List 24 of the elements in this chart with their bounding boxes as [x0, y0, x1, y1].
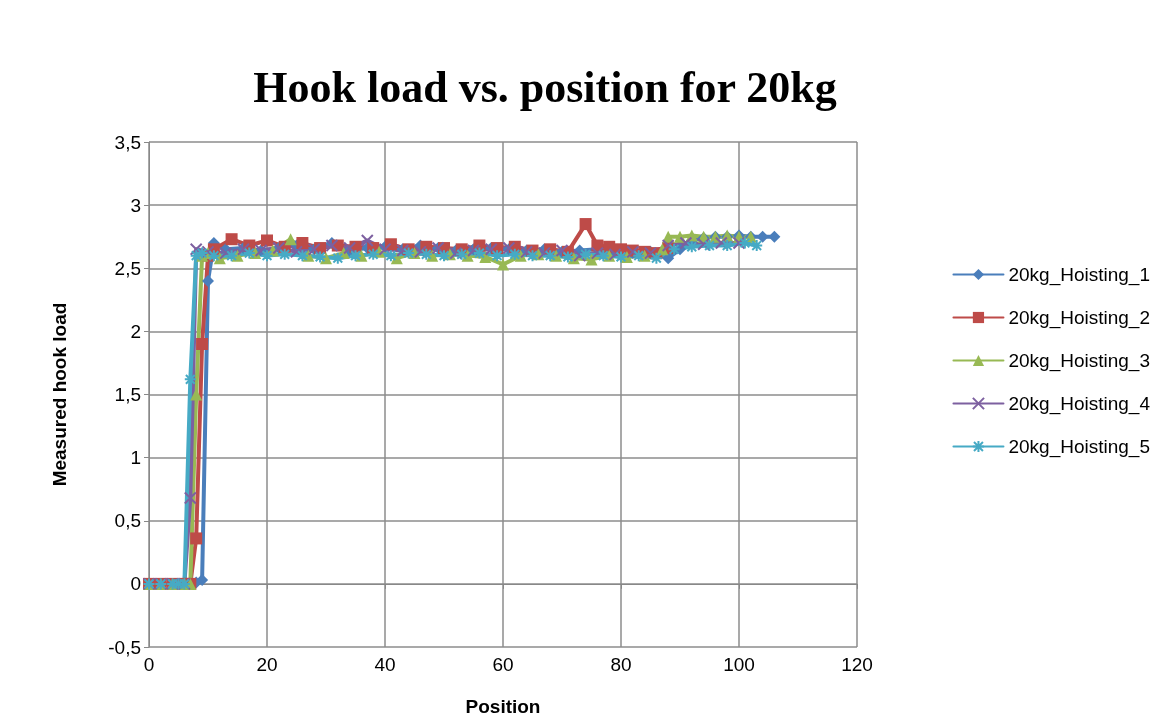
legend-label: 20kg_Hoisting_5 — [1008, 436, 1150, 458]
legend-label: 20kg_Hoisting_1 — [1008, 264, 1150, 286]
y-tick-label: 0,5 — [114, 510, 141, 532]
y-tick-label: 2,5 — [114, 257, 141, 279]
y-axis-title: Measured hook load — [49, 302, 70, 487]
legend-label: 20kg_Hoisting_3 — [1008, 350, 1150, 372]
x-axis-title: Position — [465, 696, 541, 717]
y-tick-label: -0,5 — [108, 636, 141, 658]
x-tick-label: 40 — [374, 654, 396, 675]
x-tick-label: 80 — [610, 654, 632, 675]
x-tick-label: 120 — [841, 654, 873, 675]
x-tick-label: 100 — [723, 654, 755, 675]
y-tick-label: 0 — [130, 573, 141, 595]
y-tick-label: 3 — [130, 194, 141, 216]
x-tick-label: 20 — [256, 654, 278, 675]
legend-label: 20kg_Hoisting_4 — [1008, 393, 1151, 415]
y-tick-label: 1,5 — [114, 384, 141, 405]
y-tick-label: 1 — [130, 447, 141, 469]
y-tick-label: 2 — [130, 320, 141, 342]
x-tick-label: 0 — [143, 654, 155, 675]
chart-title: Hook load vs. position for 20kg — [253, 62, 837, 112]
x-tick-label: 60 — [492, 654, 514, 675]
y-tick-label: 3,5 — [114, 131, 141, 153]
legend-label: 20kg_Hoisting_2 — [1008, 307, 1150, 329]
